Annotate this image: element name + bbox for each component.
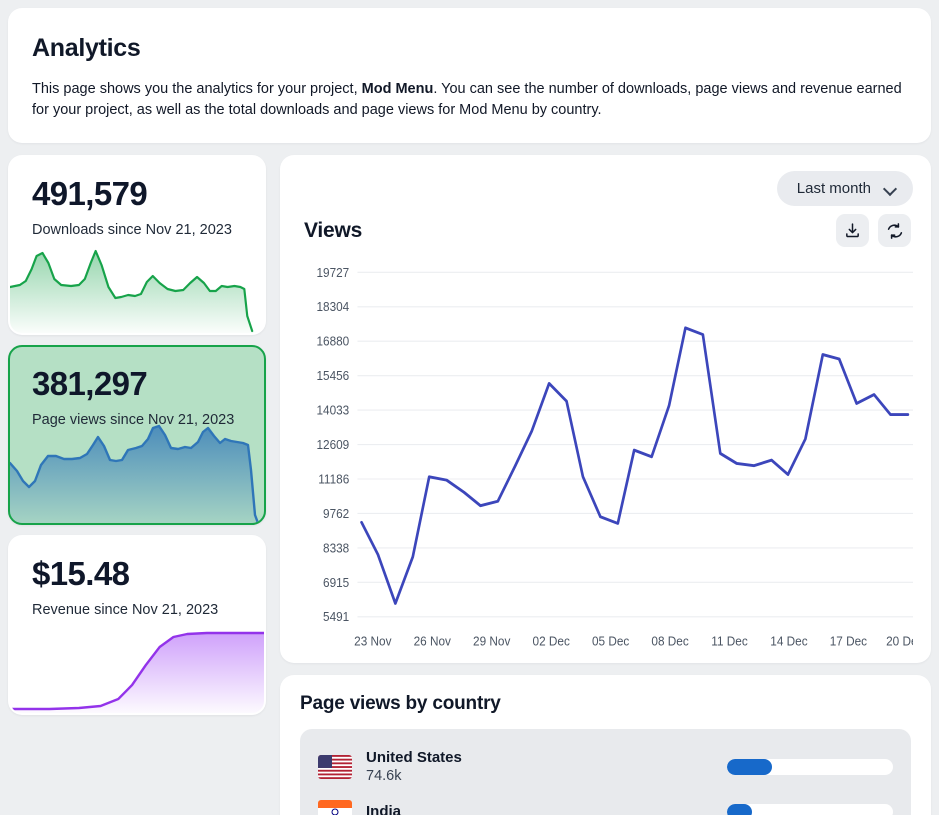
- stat-inner: $15.48 Revenue since Nov 21, 2023: [10, 537, 264, 620]
- chart-toolbar: Last month: [298, 171, 913, 207]
- country-name: India: [366, 802, 402, 815]
- description-pre: This page shows you the analytics for yo…: [32, 81, 362, 97]
- svg-text:16880: 16880: [316, 334, 349, 349]
- svg-text:6915: 6915: [323, 575, 349, 590]
- country-value: 74.6k: [366, 768, 402, 785]
- stat-inner: 381,297 Page views since Nov 21, 2023: [10, 347, 264, 430]
- chart-header-row: Views: [298, 214, 913, 248]
- content-grid: 491,579 Downloads since Nov 21, 2023: [8, 155, 931, 815]
- charts-column: Last month Views: [280, 155, 931, 815]
- country-progress-track: [727, 804, 893, 815]
- svg-text:29 Nov: 29 Nov: [473, 634, 511, 649]
- svg-text:14033: 14033: [316, 403, 349, 418]
- chart-title: Views: [304, 218, 363, 242]
- stat-label: Revenue since Nov 21, 2023: [32, 601, 219, 618]
- country-panel-title: Page views by country: [300, 693, 501, 715]
- chart-series-views: [360, 326, 910, 605]
- page-views-by-country-panel: Page views by country: [280, 675, 931, 815]
- svg-text:11 Dec: 11 Dec: [711, 634, 747, 649]
- project-name: Mod Menu: [361, 81, 434, 97]
- svg-text:02 Dec: 02 Dec: [533, 634, 570, 649]
- views-line-chart: 19727 18304 16880 15456 14033 12609 1118…: [316, 265, 913, 649]
- country-progress-fill: [727, 804, 752, 815]
- country-text: India: [366, 803, 516, 815]
- svg-text:23 Nov: 23 Nov: [354, 634, 392, 649]
- svg-text:12609: 12609: [316, 438, 349, 453]
- svg-text:5491: 5491: [323, 610, 349, 625]
- svg-text:26 Nov: 26 Nov: [414, 634, 452, 649]
- stat-value: 491,579: [32, 175, 148, 213]
- stat-card-revenue[interactable]: $15.48 Revenue since Nov 21, 2023: [8, 535, 266, 716]
- svg-text:15456: 15456: [316, 369, 349, 384]
- chart-x-labels: 23 Nov 26 Nov 29 Nov 02 Dec 05 Dec 08 De…: [354, 634, 913, 649]
- flag-us-icon: [318, 754, 352, 779]
- svg-text:08 Dec: 08 Dec: [651, 634, 688, 649]
- stat-value: $15.48: [32, 555, 130, 593]
- refresh-button[interactable]: [878, 214, 911, 248]
- header-card: Analytics This page shows you the analyt…: [8, 8, 931, 144]
- country-bar-wrap: [530, 758, 893, 775]
- svg-text:9762: 9762: [323, 506, 349, 521]
- chart-plot-area: 19727 18304 16880 15456 14033 12609 1118…: [298, 259, 913, 659]
- svg-text:14 Dec: 14 Dec: [770, 634, 807, 649]
- stat-card-page-views[interactable]: 381,297 Page views since Nov 21, 2023: [8, 345, 266, 526]
- svg-text:8338: 8338: [323, 541, 349, 556]
- svg-text:11186: 11186: [318, 472, 349, 487]
- flag-in-icon: [318, 800, 352, 815]
- chart-y-labels: 19727 18304 16880 15456 14033 12609 1118…: [316, 265, 349, 624]
- country-bar-wrap: [530, 804, 893, 815]
- svg-text:17 Dec: 17 Dec: [830, 634, 867, 649]
- svg-text:18304: 18304: [316, 300, 349, 315]
- chevron-down-icon: [885, 183, 897, 195]
- page-title: Analytics: [32, 34, 141, 62]
- views-chart-panel: Last month Views: [280, 155, 931, 664]
- page-views-sparkline: [10, 424, 264, 524]
- stat-label: Downloads since Nov 21, 2023: [32, 221, 232, 238]
- country-list: United States 74.6k: [300, 729, 911, 815]
- country-text: United States 74.6k: [366, 749, 516, 784]
- stats-column: 491,579 Downloads since Nov 21, 2023: [8, 155, 266, 725]
- country-row-united-states[interactable]: United States 74.6k: [314, 741, 897, 792]
- svg-text:19727: 19727: [316, 265, 349, 280]
- stat-value: 381,297: [32, 365, 148, 403]
- chart-actions: [836, 214, 911, 248]
- country-progress-track: [727, 758, 893, 775]
- country-name: United States: [366, 749, 462, 767]
- description-post: . You can see the number of downloads, p…: [32, 81, 902, 119]
- stat-label: Page views since Nov 21, 2023: [32, 411, 235, 428]
- download-icon: [846, 223, 859, 238]
- svg-text:05 Dec: 05 Dec: [592, 634, 629, 649]
- svg-text:20 Dec: 20 Dec: [886, 634, 913, 649]
- country-progress-fill: [727, 758, 772, 775]
- date-range-select[interactable]: Last month: [776, 171, 913, 207]
- country-row-india[interactable]: India: [314, 792, 897, 815]
- refresh-icon: [887, 222, 902, 239]
- downloads-sparkline: [10, 249, 264, 334]
- stat-card-downloads[interactable]: 491,579 Downloads since Nov 21, 2023: [8, 155, 266, 336]
- stat-inner: 491,579 Downloads since Nov 21, 2023: [10, 157, 264, 240]
- date-range-label: Last month: [796, 180, 871, 198]
- revenue-sparkline: [10, 631, 264, 714]
- chart-gridlines: [357, 271, 913, 618]
- download-button[interactable]: [836, 214, 869, 248]
- page-description: This page shows you the analytics for yo…: [32, 79, 907, 121]
